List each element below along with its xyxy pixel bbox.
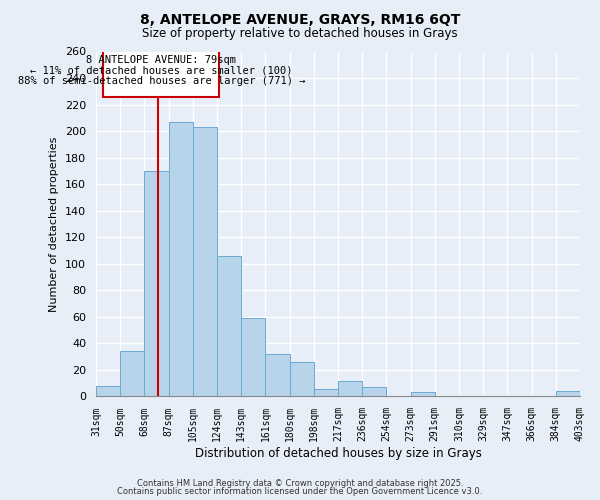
Text: Size of property relative to detached houses in Grays: Size of property relative to detached ho…	[142, 28, 458, 40]
Text: 8, ANTELOPE AVENUE, GRAYS, RM16 6QT: 8, ANTELOPE AVENUE, GRAYS, RM16 6QT	[140, 12, 460, 26]
Bar	[169, 122, 193, 396]
Bar	[410, 392, 435, 396]
FancyBboxPatch shape	[103, 50, 220, 96]
Bar	[145, 171, 169, 396]
Bar	[241, 318, 265, 396]
Bar	[338, 380, 362, 396]
Bar	[217, 256, 241, 396]
Bar	[193, 127, 217, 396]
Bar	[556, 391, 580, 396]
Text: ← 11% of detached houses are smaller (100): ← 11% of detached houses are smaller (10…	[30, 66, 293, 76]
Text: Contains HM Land Registry data © Crown copyright and database right 2025.: Contains HM Land Registry data © Crown c…	[137, 478, 463, 488]
Bar	[120, 352, 145, 397]
Bar	[290, 362, 314, 396]
Text: 8 ANTELOPE AVENUE: 79sqm: 8 ANTELOPE AVENUE: 79sqm	[86, 55, 236, 65]
Bar	[265, 354, 290, 397]
X-axis label: Distribution of detached houses by size in Grays: Distribution of detached houses by size …	[194, 447, 481, 460]
Bar	[96, 386, 120, 396]
Bar	[314, 388, 338, 396]
Text: Contains public sector information licensed under the Open Government Licence v3: Contains public sector information licen…	[118, 487, 482, 496]
Bar	[362, 387, 386, 396]
Text: 88% of semi-detached houses are larger (771) →: 88% of semi-detached houses are larger (…	[17, 76, 305, 86]
Y-axis label: Number of detached properties: Number of detached properties	[49, 136, 59, 312]
